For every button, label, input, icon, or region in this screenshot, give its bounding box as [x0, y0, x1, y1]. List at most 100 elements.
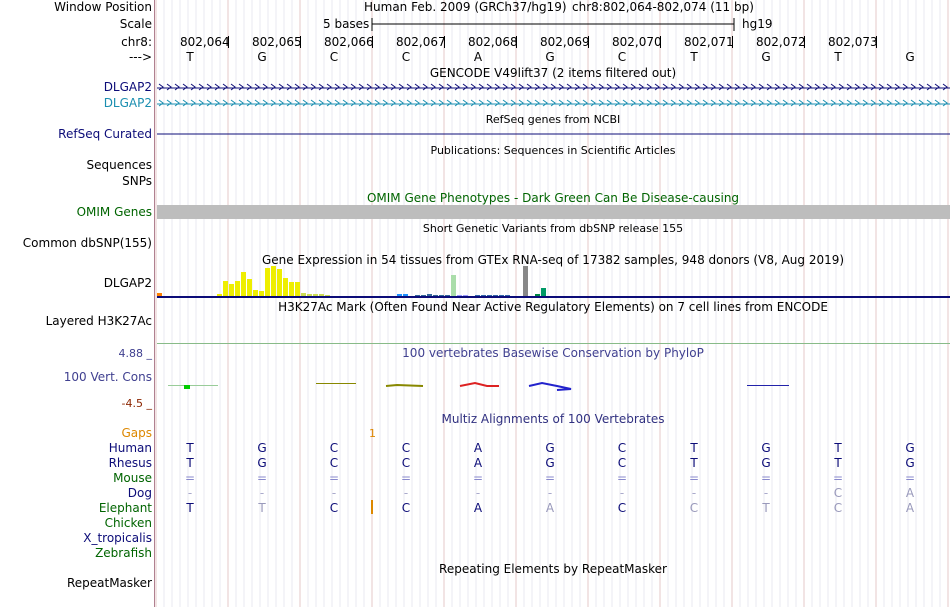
gaps-value: 1	[369, 427, 376, 440]
gtex-bar	[397, 294, 402, 296]
alignment-base: -	[187, 486, 193, 500]
gtex-bar	[433, 295, 438, 296]
alignment-base: G	[761, 441, 771, 455]
ruler-tick-mark	[444, 36, 445, 48]
gtex-bar	[541, 288, 546, 296]
species-label[interactable]: Dog	[127, 486, 152, 500]
gtex-bar	[319, 294, 324, 296]
gencode-transcript-2[interactable]	[157, 98, 950, 110]
base-letter: G	[905, 50, 915, 64]
species-label[interactable]: Zebrafish	[95, 546, 152, 560]
ruler-tick-mark	[804, 36, 805, 48]
alignment-base: C	[329, 441, 339, 455]
repeatmasker-label[interactable]: RepeatMasker	[66, 576, 152, 590]
refseq-transcript[interactable]	[157, 128, 950, 140]
alignment-base: C	[689, 501, 699, 515]
alignment-base: A	[473, 501, 483, 515]
base-letter: T	[186, 50, 194, 64]
ruler-tick-mark	[300, 36, 301, 48]
gtex-bar	[535, 294, 540, 296]
gencode-track-title: GENCODE V49lift37 (2 items filtered out)	[429, 66, 677, 80]
alignment-base: T	[186, 501, 194, 515]
ruler-tick: 802,072	[756, 35, 806, 49]
gencode-label-2[interactable]: DLGAP2	[103, 96, 152, 110]
gtex-bar	[445, 295, 450, 296]
dbsnp-label[interactable]: Common dbSNP(155)	[22, 236, 152, 250]
gtex-bar	[241, 272, 246, 296]
gtex-bar	[295, 282, 300, 296]
alignment-base: C	[833, 501, 843, 515]
gtex-bar	[481, 295, 486, 296]
cons-wiggle[interactable]	[157, 376, 950, 398]
omim-feature[interactable]	[157, 205, 950, 219]
scale-label[interactable]: Scale	[119, 17, 152, 31]
gtex-bar	[307, 294, 312, 296]
cons-min: -4.5 _	[121, 397, 152, 410]
species-label[interactable]: Rhesus	[108, 456, 152, 470]
alignment-base: =	[761, 471, 772, 485]
db-name: hg19	[742, 17, 773, 31]
gtex-bar	[247, 279, 252, 296]
species-label[interactable]: Mouse	[113, 471, 152, 485]
gtex-bar	[439, 295, 444, 296]
species-label[interactable]: Chicken	[104, 516, 152, 530]
base-letter: A	[473, 50, 483, 64]
alignment-base: -	[475, 486, 481, 500]
alignment-base: -	[691, 486, 697, 500]
h3k27ac-label[interactable]: Layered H3K27Ac	[45, 314, 152, 328]
cons-label[interactable]: 100 Vert. Cons	[63, 370, 152, 384]
base-letter: C	[329, 50, 339, 64]
alignment-base: G	[545, 456, 555, 470]
gtex-bar	[259, 291, 264, 296]
base-letter: T	[690, 50, 698, 64]
alignment-base: T	[258, 501, 266, 515]
gap-marker	[371, 500, 373, 514]
gtex-bar	[283, 278, 288, 296]
alignment-base: T	[186, 456, 194, 470]
alignment-base: C	[401, 501, 411, 515]
snps-label[interactable]: SNPs	[122, 174, 152, 188]
species-label[interactable]: X_tropicalis	[83, 531, 152, 545]
alignment-base: -	[763, 486, 769, 500]
ruler-tick: 802,071	[684, 35, 734, 49]
alignment-base: C	[617, 501, 627, 515]
omim-label[interactable]: OMIM Genes	[76, 205, 152, 219]
gtex-label[interactable]: DLGAP2	[103, 276, 152, 290]
ruler-tick: 802,067	[396, 35, 446, 49]
gencode-label-1[interactable]: DLGAP2	[103, 80, 152, 94]
alignment-base: A	[905, 486, 915, 500]
alignment-base: A	[545, 501, 555, 515]
ruler-tick-mark	[660, 36, 661, 48]
gtex-bar	[499, 295, 504, 296]
alignment-base: G	[257, 456, 267, 470]
species-label[interactable]: Elephant	[98, 501, 152, 515]
alignment-base: -	[619, 486, 625, 500]
alignment-base: -	[331, 486, 337, 500]
alignment-base: C	[329, 456, 339, 470]
alignment-base: G	[257, 441, 267, 455]
gencode-transcript-1[interactable]	[157, 82, 950, 94]
ruler-tick: 802,070	[612, 35, 662, 49]
publications-label[interactable]: Sequences	[86, 158, 152, 172]
alignment-base: T	[690, 456, 698, 470]
base-letter: T	[834, 50, 842, 64]
gtex-expression-bars[interactable]	[157, 266, 950, 298]
gaps-label[interactable]: Gaps	[121, 426, 152, 440]
alignment-base: =	[545, 471, 556, 485]
species-label[interactable]: Human	[108, 441, 152, 455]
gtex-bar	[457, 295, 462, 296]
alignment-base: =	[185, 471, 196, 485]
gtex-bar	[403, 294, 408, 296]
base-letter: G	[761, 50, 771, 64]
refseq-label[interactable]: RefSeq Curated	[58, 127, 152, 141]
ruler-tick-mark	[876, 36, 877, 48]
chrom-label[interactable]: chr8:	[121, 35, 152, 49]
window-position-label[interactable]: Window Position	[54, 0, 152, 14]
alignment-base: =	[329, 471, 340, 485]
gtex-bar	[487, 295, 492, 296]
h3k27ac-baseline	[157, 343, 950, 344]
dbsnp-track-title: Short Genetic Variants from dbSNP releas…	[422, 222, 684, 235]
gtex-bar	[451, 275, 456, 296]
gtex-bar	[475, 295, 480, 296]
